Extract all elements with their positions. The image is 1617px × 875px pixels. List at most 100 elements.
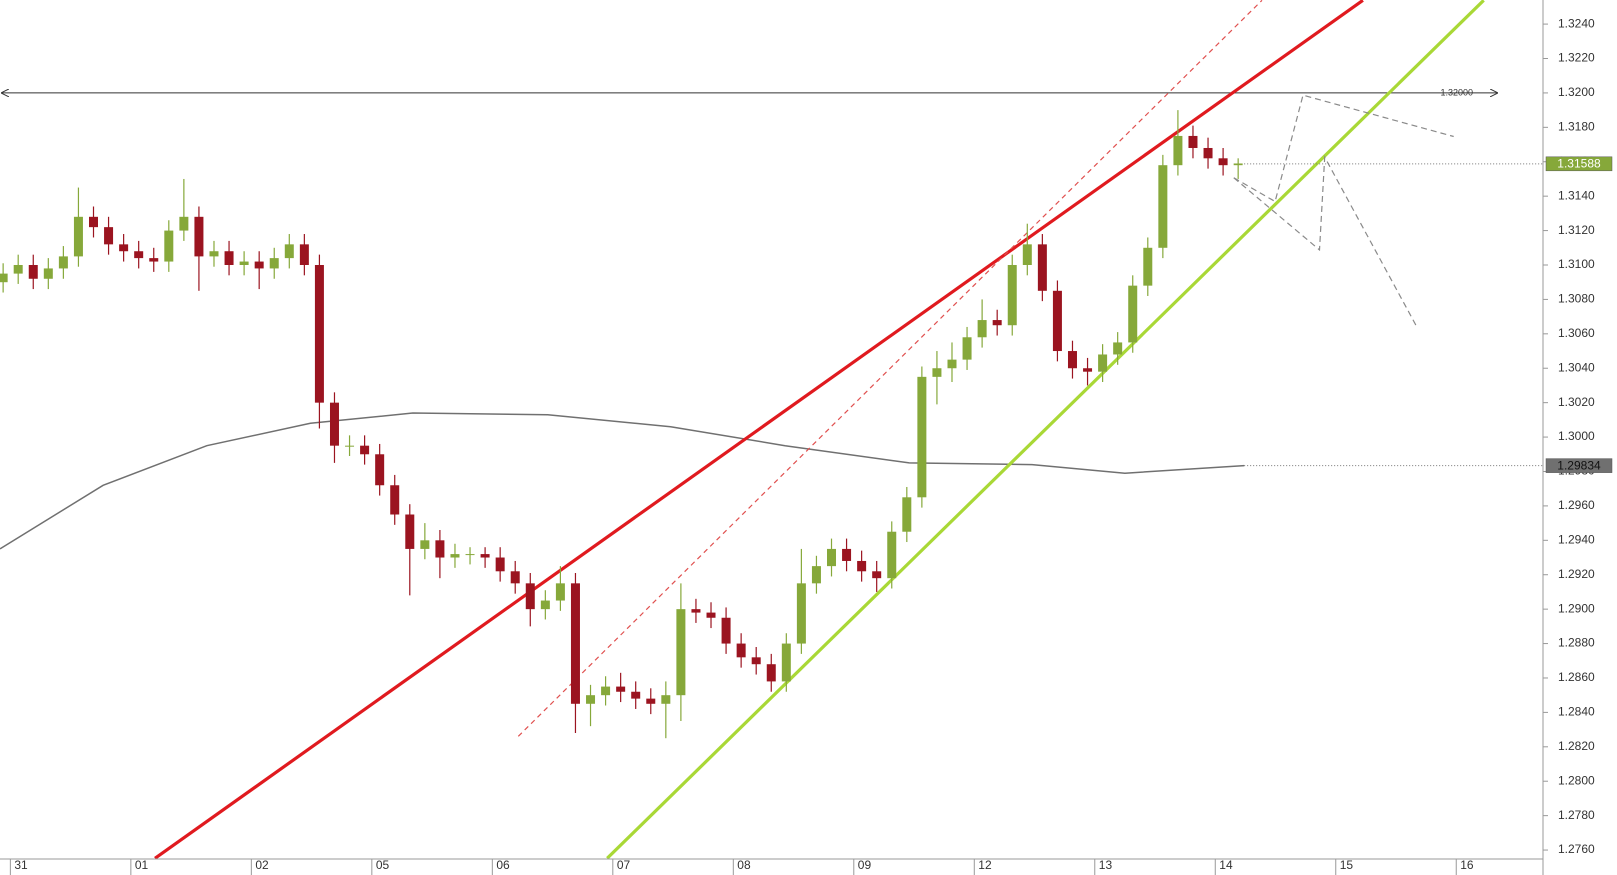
candle-body — [616, 686, 626, 692]
x-tick-label: 15 — [1340, 858, 1354, 872]
y-tick-label: 1.3000 — [1558, 429, 1595, 443]
candle-body — [736, 643, 746, 658]
plot-area: 1.32000 — [0, 0, 1497, 859]
candle-body — [661, 695, 671, 704]
candle-body — [902, 497, 912, 532]
candle-body — [1067, 351, 1077, 369]
y-tick-label: 1.3020 — [1558, 395, 1595, 409]
candle-body — [13, 264, 23, 274]
candle-body — [1173, 135, 1183, 166]
candle-body — [239, 261, 249, 265]
candle-body — [254, 261, 264, 269]
y-tick-label: 1.2940 — [1558, 532, 1595, 546]
candle-body — [89, 216, 99, 228]
y-tick-label: 1.2820 — [1558, 739, 1595, 753]
candle-body — [450, 554, 460, 558]
y-tick-label: 1.3060 — [1558, 326, 1595, 340]
candle-body — [781, 643, 791, 682]
candle-body — [480, 554, 490, 558]
x-tick-label: 31 — [14, 858, 28, 872]
candle-body — [405, 514, 415, 549]
candle-body — [570, 583, 580, 704]
candle-body — [872, 571, 882, 579]
candle-body — [149, 258, 159, 262]
candle-body — [1233, 163, 1243, 166]
candle-body — [1143, 247, 1153, 286]
candle-body — [43, 268, 53, 279]
y-tick-label: 1.3240 — [1558, 16, 1595, 30]
candle-body — [28, 264, 38, 279]
candle-body — [827, 548, 837, 567]
candle-body — [706, 612, 716, 618]
candle-body — [435, 540, 445, 558]
candle-body — [751, 657, 761, 665]
candle-body — [495, 557, 505, 572]
candle-body — [555, 583, 565, 601]
last-price-box — [1545, 156, 1613, 172]
candle-body — [1022, 244, 1032, 265]
candle-body — [887, 531, 897, 579]
x-tick-label: 06 — [496, 858, 510, 872]
candle-body — [646, 698, 656, 704]
candle-body — [811, 566, 821, 584]
candle-body — [992, 320, 1002, 326]
candle-body — [465, 554, 475, 556]
candle-body — [917, 376, 927, 498]
candle-body — [857, 560, 867, 572]
candle-body — [1188, 135, 1198, 148]
last-price-label: 1.31588 — [1557, 156, 1601, 170]
x-tick-label: 13 — [1099, 858, 1113, 872]
candle-body — [631, 691, 641, 699]
y-tick-label: 1.2840 — [1558, 705, 1595, 719]
candle-body — [796, 583, 806, 644]
candle-body — [314, 264, 324, 403]
candle-body — [766, 664, 776, 682]
x-tick-label: 09 — [858, 858, 872, 872]
candle-body — [601, 686, 611, 696]
y-tick-label: 1.3200 — [1558, 85, 1595, 99]
candle-body — [962, 337, 972, 360]
projection — [1233, 154, 1419, 329]
candle-body — [420, 540, 430, 549]
y-tick-label: 1.3140 — [1558, 188, 1595, 202]
x-tick-label: 05 — [376, 858, 390, 872]
candle-body — [329, 402, 339, 446]
x-tick-label: 02 — [255, 858, 269, 872]
y-tick-label: 1.3220 — [1558, 51, 1595, 65]
candle-body — [134, 251, 144, 259]
candle-body — [224, 251, 234, 265]
projection — [1233, 94, 1454, 203]
candle-body — [1218, 158, 1228, 166]
trendline — [517, 0, 1263, 737]
candle-body — [194, 216, 204, 257]
candle-body — [1113, 342, 1123, 355]
x-tick-label: 08 — [737, 858, 751, 872]
candle-body — [1098, 354, 1108, 372]
candle-body — [0, 273, 8, 283]
x-tick-label: 14 — [1219, 858, 1233, 872]
candle-body — [842, 548, 852, 561]
candle-body — [164, 230, 174, 262]
candle-body — [360, 445, 370, 455]
candle-body — [721, 617, 731, 644]
candle-body — [73, 216, 83, 257]
x-tick-label: 07 — [617, 858, 631, 872]
candle-body — [932, 368, 942, 377]
candle-body — [1052, 290, 1062, 352]
x-tick-label: 16 — [1460, 858, 1474, 872]
ma-price-box — [1545, 458, 1613, 473]
y-tick-label: 1.2880 — [1558, 636, 1595, 650]
candle-body — [375, 454, 385, 486]
y-tick-label: 1.3100 — [1558, 257, 1595, 271]
candle-body — [1158, 165, 1168, 248]
y-tick-label: 1.3080 — [1558, 292, 1595, 306]
candle-body — [299, 244, 309, 265]
y-tick-label: 1.3120 — [1558, 223, 1595, 237]
candle-body — [209, 251, 219, 257]
candle-body — [510, 571, 520, 584]
candle-body — [947, 359, 957, 369]
y-tick-label: 1.2900 — [1558, 601, 1595, 615]
ma-price-label: 1.29834 — [1557, 458, 1601, 472]
candle-body — [1007, 264, 1017, 326]
